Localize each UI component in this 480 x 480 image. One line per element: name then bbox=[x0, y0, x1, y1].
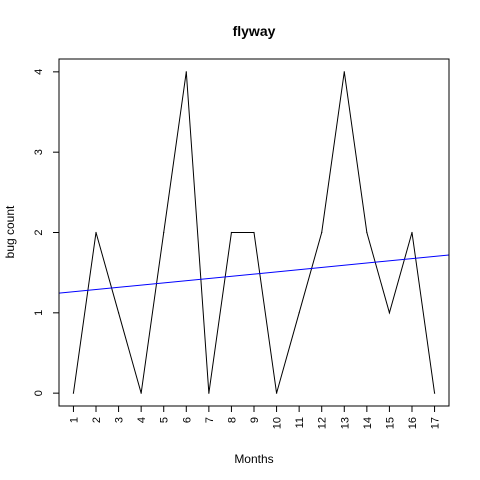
x-tick-label-17: 17 bbox=[430, 417, 442, 429]
data-point-10 bbox=[275, 392, 278, 394]
x-tick-label-16: 16 bbox=[407, 417, 419, 429]
data-point-2 bbox=[95, 231, 97, 234]
x-tick-label-14: 14 bbox=[362, 417, 374, 429]
data-point-15 bbox=[388, 312, 391, 314]
plot-frame bbox=[58, 58, 450, 407]
data-point-1 bbox=[72, 392, 75, 394]
y-tick-label-0: 0 bbox=[33, 390, 45, 396]
data-point-9 bbox=[253, 231, 255, 234]
y-tick-label-2: 2 bbox=[33, 229, 45, 235]
data-point-4 bbox=[140, 392, 142, 394]
y-tick-label-3: 3 bbox=[33, 149, 45, 155]
y-tick-label-1: 1 bbox=[33, 310, 45, 316]
x-tick-label-2: 2 bbox=[91, 417, 103, 423]
x-tick-label-3: 3 bbox=[114, 417, 126, 423]
x-tick-label-13: 13 bbox=[339, 417, 351, 429]
y-axis-label: bug count bbox=[3, 205, 17, 258]
data-point-11 bbox=[298, 312, 300, 314]
x-tick-label-11: 11 bbox=[294, 417, 306, 428]
data-point-7 bbox=[208, 392, 210, 394]
x-axis-label: Months bbox=[234, 452, 273, 466]
data-point-17 bbox=[433, 392, 436, 394]
x-tick-label-5: 5 bbox=[159, 417, 171, 423]
plot-area bbox=[59, 71, 449, 394]
y-tick-label-4: 4 bbox=[33, 69, 45, 75]
x-tick-label-6: 6 bbox=[181, 417, 193, 423]
data-point-6 bbox=[185, 71, 187, 73]
data-point-16 bbox=[411, 231, 413, 234]
data-point-3 bbox=[117, 312, 120, 314]
data-point-13 bbox=[343, 71, 345, 73]
x-tick-label-8: 8 bbox=[226, 417, 238, 423]
data-point-5 bbox=[163, 231, 165, 234]
data-point-14 bbox=[366, 231, 368, 234]
x-tick-label-4: 4 bbox=[136, 417, 148, 423]
chart-title: flyway bbox=[233, 23, 276, 39]
x-tick-label-1: 1 bbox=[68, 417, 80, 423]
x-tick-label-9: 9 bbox=[249, 417, 261, 423]
x-tick-label-15: 15 bbox=[384, 417, 396, 429]
x-tick-label-7: 7 bbox=[204, 417, 216, 423]
data-point-8 bbox=[230, 231, 233, 234]
trend-line bbox=[59, 254, 449, 294]
x-tick-label-12: 12 bbox=[317, 417, 329, 429]
data-point-12 bbox=[321, 231, 323, 234]
x-tick-label-10: 10 bbox=[272, 417, 284, 429]
